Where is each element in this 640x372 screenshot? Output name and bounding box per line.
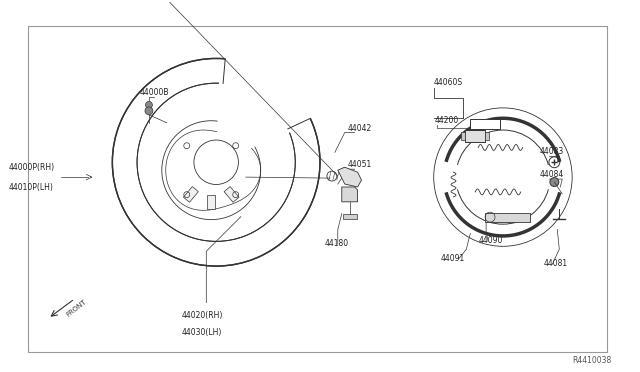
Text: 44180: 44180 [325, 239, 349, 248]
Text: 44200: 44200 [435, 116, 459, 125]
Wedge shape [216, 81, 291, 162]
Text: 44081: 44081 [543, 259, 568, 268]
Bar [207, 195, 215, 209]
Bar [485, 132, 489, 140]
Bar [465, 129, 485, 141]
Text: 44000B: 44000B [140, 88, 170, 97]
Text: 44060S: 44060S [434, 78, 463, 87]
Polygon shape [338, 167, 362, 187]
Circle shape [145, 107, 153, 115]
Text: 44084: 44084 [540, 170, 564, 179]
Circle shape [145, 102, 152, 108]
Polygon shape [342, 187, 358, 202]
Bar [485, 213, 530, 222]
Text: 44042: 44042 [348, 124, 372, 133]
Text: 44000P(RH): 44000P(RH) [8, 163, 54, 172]
Text: FRONT: FRONT [65, 298, 87, 318]
Text: 44090: 44090 [478, 236, 502, 246]
Text: 44091: 44091 [440, 254, 465, 263]
Circle shape [550, 177, 559, 186]
Bar [461, 132, 465, 140]
Bar [28, 26, 607, 352]
Text: 44020(RH): 44020(RH) [182, 311, 223, 321]
Bar [224, 187, 239, 202]
Wedge shape [216, 54, 315, 162]
Text: 44051: 44051 [348, 160, 372, 169]
Bar [470, 119, 500, 129]
Text: R4410038: R4410038 [572, 356, 612, 365]
Text: 44083: 44083 [540, 147, 564, 156]
Bar [343, 214, 356, 219]
Bar [184, 187, 198, 202]
Text: 44030(LH): 44030(LH) [182, 328, 222, 337]
Text: 44010P(LH): 44010P(LH) [8, 183, 53, 192]
